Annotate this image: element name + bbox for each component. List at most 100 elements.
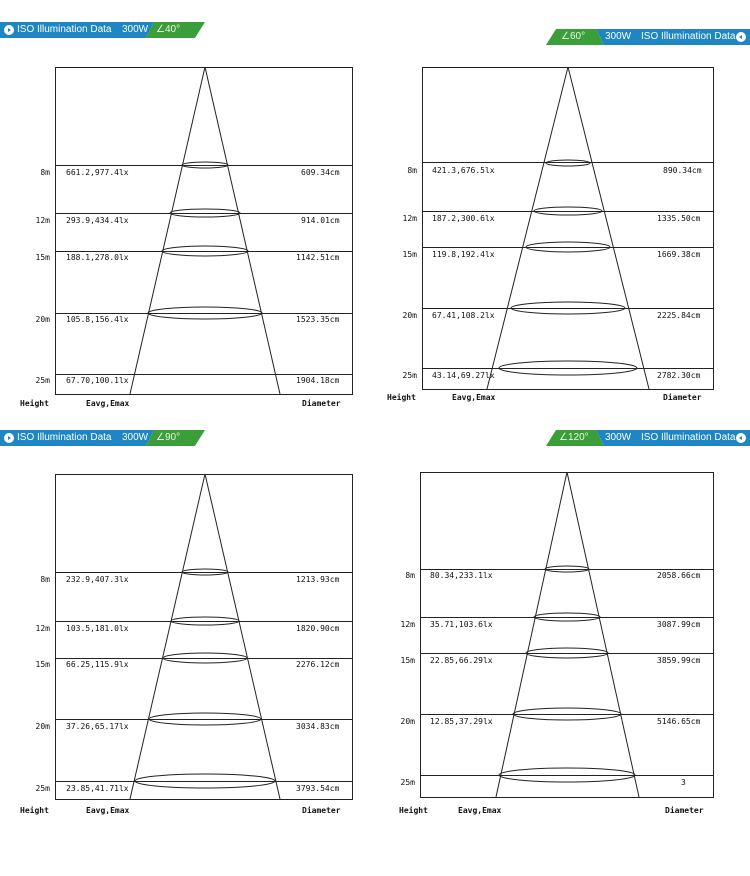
lux-value-25m: 23.85,41.71lx (66, 784, 129, 793)
lux-value-25m: 43.14,69.27lx (432, 371, 495, 380)
height-label-8m: 8m (407, 166, 417, 175)
beam-edge-left (495, 471, 568, 798)
height-label-12m: 12m (35, 216, 50, 225)
diameter-value-25m: 3793.54cm (296, 784, 340, 793)
banner-power: 300W (122, 24, 149, 35)
beam-ellipse-8m (545, 159, 591, 167)
beam-diagram-40 (0, 0, 375, 438)
beam-diagram-60 (375, 0, 750, 438)
lux-value-8m: 80.34,233.1lx (430, 571, 493, 580)
diameter-value-20m: 5146.65cm (657, 717, 701, 726)
diagram-frame (420, 472, 714, 798)
diameter-column-header: Diameter (302, 806, 341, 815)
diameter-column-header: Diameter (663, 393, 702, 402)
banner-bg (0, 22, 205, 38)
beam-edge-right (566, 471, 640, 798)
lux-value-8m: 421.3,676.5lx (432, 166, 495, 175)
banner-60: ∠ 60° 300W ISO Illumination Data (546, 29, 750, 45)
arrow-right-circle-icon (4, 25, 14, 35)
banner-power: 300W (122, 432, 149, 443)
height-label-12m: 12m (35, 624, 50, 633)
height-column-header: Height (399, 806, 428, 815)
beam-diagram-lines (55, 473, 353, 800)
beam-edge-left (129, 473, 206, 800)
height-label-20m: 20m (35, 315, 50, 324)
banner-angle: 120° (568, 432, 589, 443)
beam-edge-left (129, 66, 206, 395)
lux-column-header: Eavg,Emax (452, 393, 496, 402)
diameter-value-20m: 2225.84cm (657, 311, 701, 320)
beam-ellipse-25m (498, 767, 636, 783)
beam-ellipse-25m (134, 773, 276, 789)
diameter-value-8m: 609.34cm (301, 168, 340, 177)
diameter-value-25m: 3 (681, 778, 686, 787)
lux-value-25m: 67.70,100.1lx (66, 376, 129, 385)
height-column-header: Height (20, 806, 49, 815)
banner-bg (546, 29, 750, 45)
beam-ellipse-8m (181, 568, 229, 576)
diameter-value-12m: 1820.90cm (296, 624, 340, 633)
lux-column-header: Eavg,Emax (86, 399, 130, 408)
lux-value-12m: 293.9,434.4lx (66, 216, 129, 225)
beam-diagram-120 (375, 438, 750, 876)
banner-power: 300W (605, 31, 632, 42)
height-label-15m: 15m (35, 660, 50, 669)
lux-column-header: Eavg,Emax (458, 806, 502, 815)
angle-icon: ∠ (559, 432, 568, 443)
lux-column-header: Eavg,Emax (86, 806, 130, 815)
diameter-column-header: Diameter (302, 399, 341, 408)
diameter-value-25m: 2782.30cm (657, 371, 701, 380)
lux-value-20m: 105.8,156.4lx (66, 315, 129, 324)
lux-value-15m: 66.25,115.9lx (66, 660, 129, 669)
beam-edge-right (204, 473, 281, 800)
lux-value-12m: 103.5,181.0lx (66, 624, 129, 633)
beam-ellipse-15m (525, 647, 609, 659)
diameter-value-20m: 3034.83cm (296, 722, 340, 731)
banner-title: ISO Illumination Data (641, 31, 736, 42)
banner-90: ISO Illumination Data 300W ∠ 90° (0, 430, 205, 446)
diameter-value-8m: 890.34cm (663, 166, 702, 175)
height-label-8m: 8m (405, 571, 415, 580)
banner-power: 300W (605, 432, 632, 443)
lux-value-12m: 187.2,300.6lx (432, 214, 495, 223)
diameter-value-12m: 1335.50cm (657, 214, 701, 223)
lux-value-20m: 67.41,108.2lx (432, 311, 495, 320)
lux-value-20m: 12.85,37.29lx (430, 717, 493, 726)
banner-40: ISO Illumination Data 300W ∠ 40° (0, 22, 205, 38)
height-label-20m: 20m (35, 722, 50, 731)
beam-ellipse-15m (162, 652, 248, 664)
beam-diagram-lines (422, 66, 714, 390)
beam-ellipse-8m (544, 565, 590, 573)
lux-value-12m: 35.71,103.6lx (430, 620, 493, 629)
beam-ellipse-20m (510, 301, 626, 315)
lux-value-15m: 119.8,192.4lx (432, 250, 495, 259)
beam-ellipse-20m (147, 306, 263, 320)
height-label-15m: 15m (400, 656, 415, 665)
beam-ellipse-12m (169, 208, 241, 218)
banner-120: ∠ 120° 300W ISO Illumination Data (546, 430, 750, 446)
beam-diagram-lines (55, 66, 353, 395)
angle-icon: ∠ (156, 432, 165, 443)
diameter-value-12m: 3087.99cm (657, 620, 701, 629)
banner-bg (0, 430, 205, 446)
beam-ellipse-25m (498, 360, 638, 376)
beam-ellipse-12m (533, 206, 603, 216)
beam-ellipse-20m (148, 712, 262, 726)
banner-angle: 60° (570, 31, 586, 42)
diameter-value-15m: 1669.38cm (657, 250, 701, 259)
height-label-25m: 25m (400, 778, 415, 787)
banner-bg (546, 430, 750, 446)
lux-value-15m: 188.1,278.0lx (66, 253, 129, 262)
height-label-12m: 12m (402, 214, 417, 223)
diameter-value-12m: 914.01cm (301, 216, 340, 225)
height-column-header: Height (387, 393, 416, 402)
banner-angle: 40° (165, 24, 181, 35)
beam-diagram-90 (0, 438, 375, 876)
diameter-value-15m: 2276.12cm (296, 660, 340, 669)
lux-value-8m: 661.2,977.4lx (66, 168, 129, 177)
banner-angle: 90° (165, 432, 181, 443)
banner-title: ISO Illumination Data (641, 432, 736, 443)
lux-value-15m: 22.85,66.29lx (430, 656, 493, 665)
arrow-left-circle-icon (736, 32, 746, 42)
diagram-frame (422, 67, 714, 390)
